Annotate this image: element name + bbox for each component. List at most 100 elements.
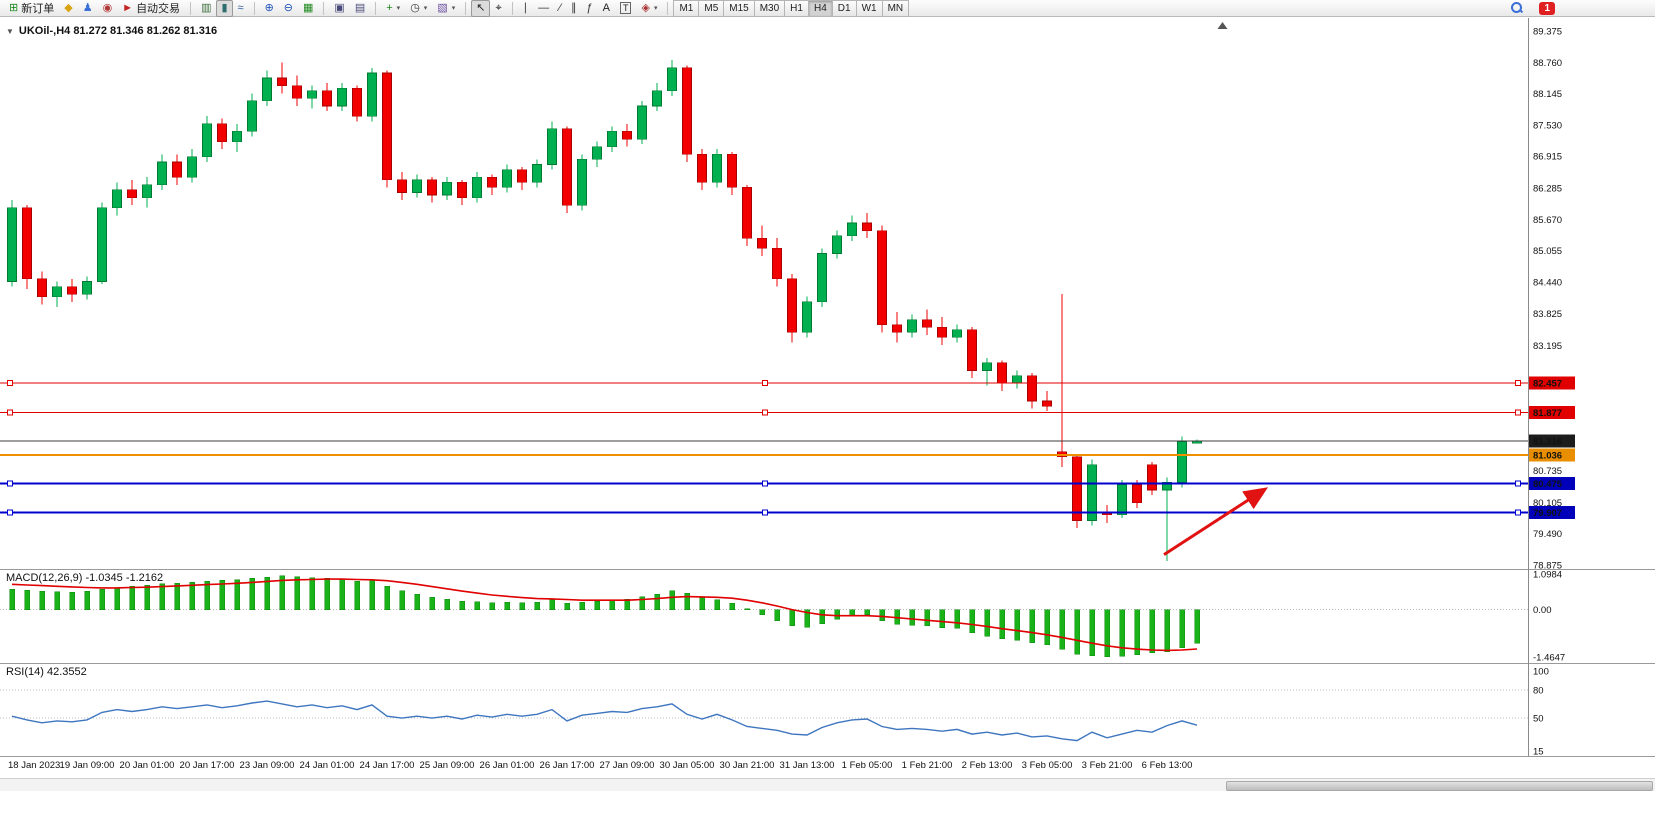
- timeframe-button-m5[interactable]: M5: [698, 0, 724, 17]
- new-order-glyph: ⊞: [9, 2, 19, 14]
- new-order-button[interactable]: ⊞ 新订单: [4, 0, 59, 17]
- crosshair-icon[interactable]: ⌖: [490, 0, 506, 17]
- line-handle[interactable]: [1515, 379, 1521, 386]
- timeframe-button-mn[interactable]: MN: [881, 0, 910, 17]
- timeframe-button-w1[interactable]: W1: [855, 0, 882, 17]
- macd-histogram-bar: [1074, 609, 1080, 655]
- arrange-windows-icon[interactable]: ▤: [350, 0, 370, 17]
- notification-badge[interactable]: 1: [1539, 1, 1555, 15]
- alerts-icon[interactable]: ◆: [59, 0, 77, 17]
- macd-histogram-bar: [999, 609, 1005, 639]
- community-icon[interactable]: ◉: [98, 0, 118, 17]
- line-handle[interactable]: [1515, 509, 1521, 516]
- line-handle[interactable]: [762, 509, 768, 516]
- dropdown-arrow-icon[interactable]: ▾: [451, 5, 456, 12]
- horizontal-line-icon[interactable]: —: [533, 0, 554, 17]
- time-axis-label: 25 Jan 09:00: [420, 760, 475, 771]
- toolbar-separator: [190, 1, 192, 15]
- candle: [877, 225, 887, 333]
- timeframe-button-h4[interactable]: H4: [807, 0, 832, 17]
- line-handle[interactable]: [7, 509, 13, 516]
- chart-shift-marker[interactable]: [1217, 22, 1228, 29]
- price-tag: [1529, 477, 1575, 491]
- zoom-in-icon[interactable]: ⊕: [260, 0, 279, 17]
- macd-histogram-bar: [924, 609, 930, 627]
- candle: [667, 60, 677, 96]
- scrollbar-thumb[interactable]: [1226, 781, 1653, 791]
- fibonacci-icon-glyph: ƒ: [586, 2, 593, 14]
- fibonacci-icon[interactable]: ƒ: [582, 0, 598, 17]
- label-icon[interactable]: T: [615, 0, 637, 17]
- trendline-icon[interactable]: ∕: [554, 0, 566, 17]
- candle: [547, 121, 557, 170]
- search-icon[interactable]: [1511, 2, 1523, 14]
- time-axis-label: 27 Jan 09:00: [600, 760, 655, 771]
- line-chart-icon[interactable]: ≈: [233, 0, 249, 17]
- macd-histogram-bar: [459, 600, 465, 610]
- line-handle[interactable]: [1515, 409, 1521, 416]
- candle: [7, 200, 17, 287]
- zoom-in-icon-glyph: ⊕: [264, 2, 274, 14]
- timeframe-button-m30[interactable]: M30: [753, 0, 785, 17]
- timeframe-button-m15[interactable]: M15: [723, 0, 754, 17]
- macd-histogram-bar: [714, 599, 720, 610]
- candle: [217, 118, 227, 150]
- line-handle[interactable]: [762, 480, 768, 487]
- macd-histogram-bar: [414, 594, 420, 610]
- dropdown-arrow-icon[interactable]: ▾: [396, 5, 401, 12]
- price-axis-label: 80.105: [1533, 498, 1562, 509]
- toolbar-separator: [375, 1, 377, 15]
- timeframe-button-m1[interactable]: M1: [673, 0, 699, 17]
- macd-axis-label: 1.0984: [1533, 570, 1562, 581]
- dropdown-arrow-icon[interactable]: ▾: [423, 5, 428, 12]
- price-axis-label: 83.195: [1533, 341, 1562, 352]
- bar-chart-icon[interactable]: ▥: [196, 0, 216, 17]
- macd-histogram-bar: [99, 588, 105, 610]
- candle: [1192, 439, 1202, 444]
- price-axis-label: 86.915: [1533, 152, 1562, 163]
- timeframe-button-d1[interactable]: D1: [831, 0, 856, 17]
- template-button[interactable]: ▧ ▾: [432, 0, 460, 17]
- candle: [322, 83, 332, 112]
- horizontal-scrollbar[interactable]: [0, 778, 1655, 791]
- autotrading-button[interactable]: ► 自动交易: [117, 0, 185, 17]
- text-icon[interactable]: A: [598, 0, 615, 17]
- chart-canvas[interactable]: 89.375 88.760 88.145 87.530 86.915 86.285 85.6…: [0, 18, 1655, 778]
- time-axis-label: 20 Jan 01:00: [120, 760, 175, 771]
- period-glyph: ◷: [410, 2, 420, 14]
- macd-histogram-bar: [219, 580, 225, 610]
- dropdown-arrow-icon[interactable]: ▾: [653, 5, 658, 12]
- experts-icon[interactable]: ♟: [78, 0, 98, 17]
- candlestick-chart-icon[interactable]: ▮: [216, 0, 233, 17]
- line-handle[interactable]: [7, 409, 13, 416]
- candle: [487, 174, 497, 196]
- channel-icon[interactable]: ∥: [566, 0, 582, 17]
- macd-histogram-bar: [534, 601, 540, 610]
- line-handle[interactable]: [762, 409, 768, 416]
- rsi-axis-label: 15: [1533, 747, 1544, 758]
- candle: [337, 83, 347, 112]
- candle: [1027, 373, 1037, 409]
- line-handle[interactable]: [7, 480, 13, 487]
- tile-windows-icon[interactable]: ▦: [298, 0, 318, 17]
- period-button[interactable]: ◷ ▾: [405, 0, 432, 17]
- time-axis-label: 30 Jan 21:00: [720, 760, 775, 771]
- one-click-trading-toggle[interactable]: ▼: [6, 26, 14, 36]
- macd-histogram-bar: [84, 591, 90, 610]
- macd-histogram-bar: [789, 609, 795, 627]
- arrows-button[interactable]: ◈ ▾: [636, 0, 662, 17]
- cursor-icon[interactable]: ↖: [471, 0, 491, 17]
- macd-histogram-bar: [969, 609, 975, 634]
- vertical-line-icon[interactable]: ∣: [518, 0, 534, 17]
- zoom-out-icon[interactable]: ⊖: [279, 0, 298, 17]
- line-handle[interactable]: [7, 379, 13, 386]
- new-chart-button[interactable]: + ▾: [381, 0, 405, 17]
- candle: [802, 296, 812, 338]
- macd-histogram-bar: [579, 602, 585, 610]
- line-handle[interactable]: [1515, 480, 1521, 487]
- macd-histogram-bar: [939, 609, 945, 628]
- timeframe-button-h1[interactable]: H1: [784, 0, 808, 17]
- trend-arrow[interactable]: [1163, 487, 1269, 556]
- cascade-windows-icon[interactable]: ▣: [329, 0, 349, 17]
- line-handle[interactable]: [762, 379, 768, 386]
